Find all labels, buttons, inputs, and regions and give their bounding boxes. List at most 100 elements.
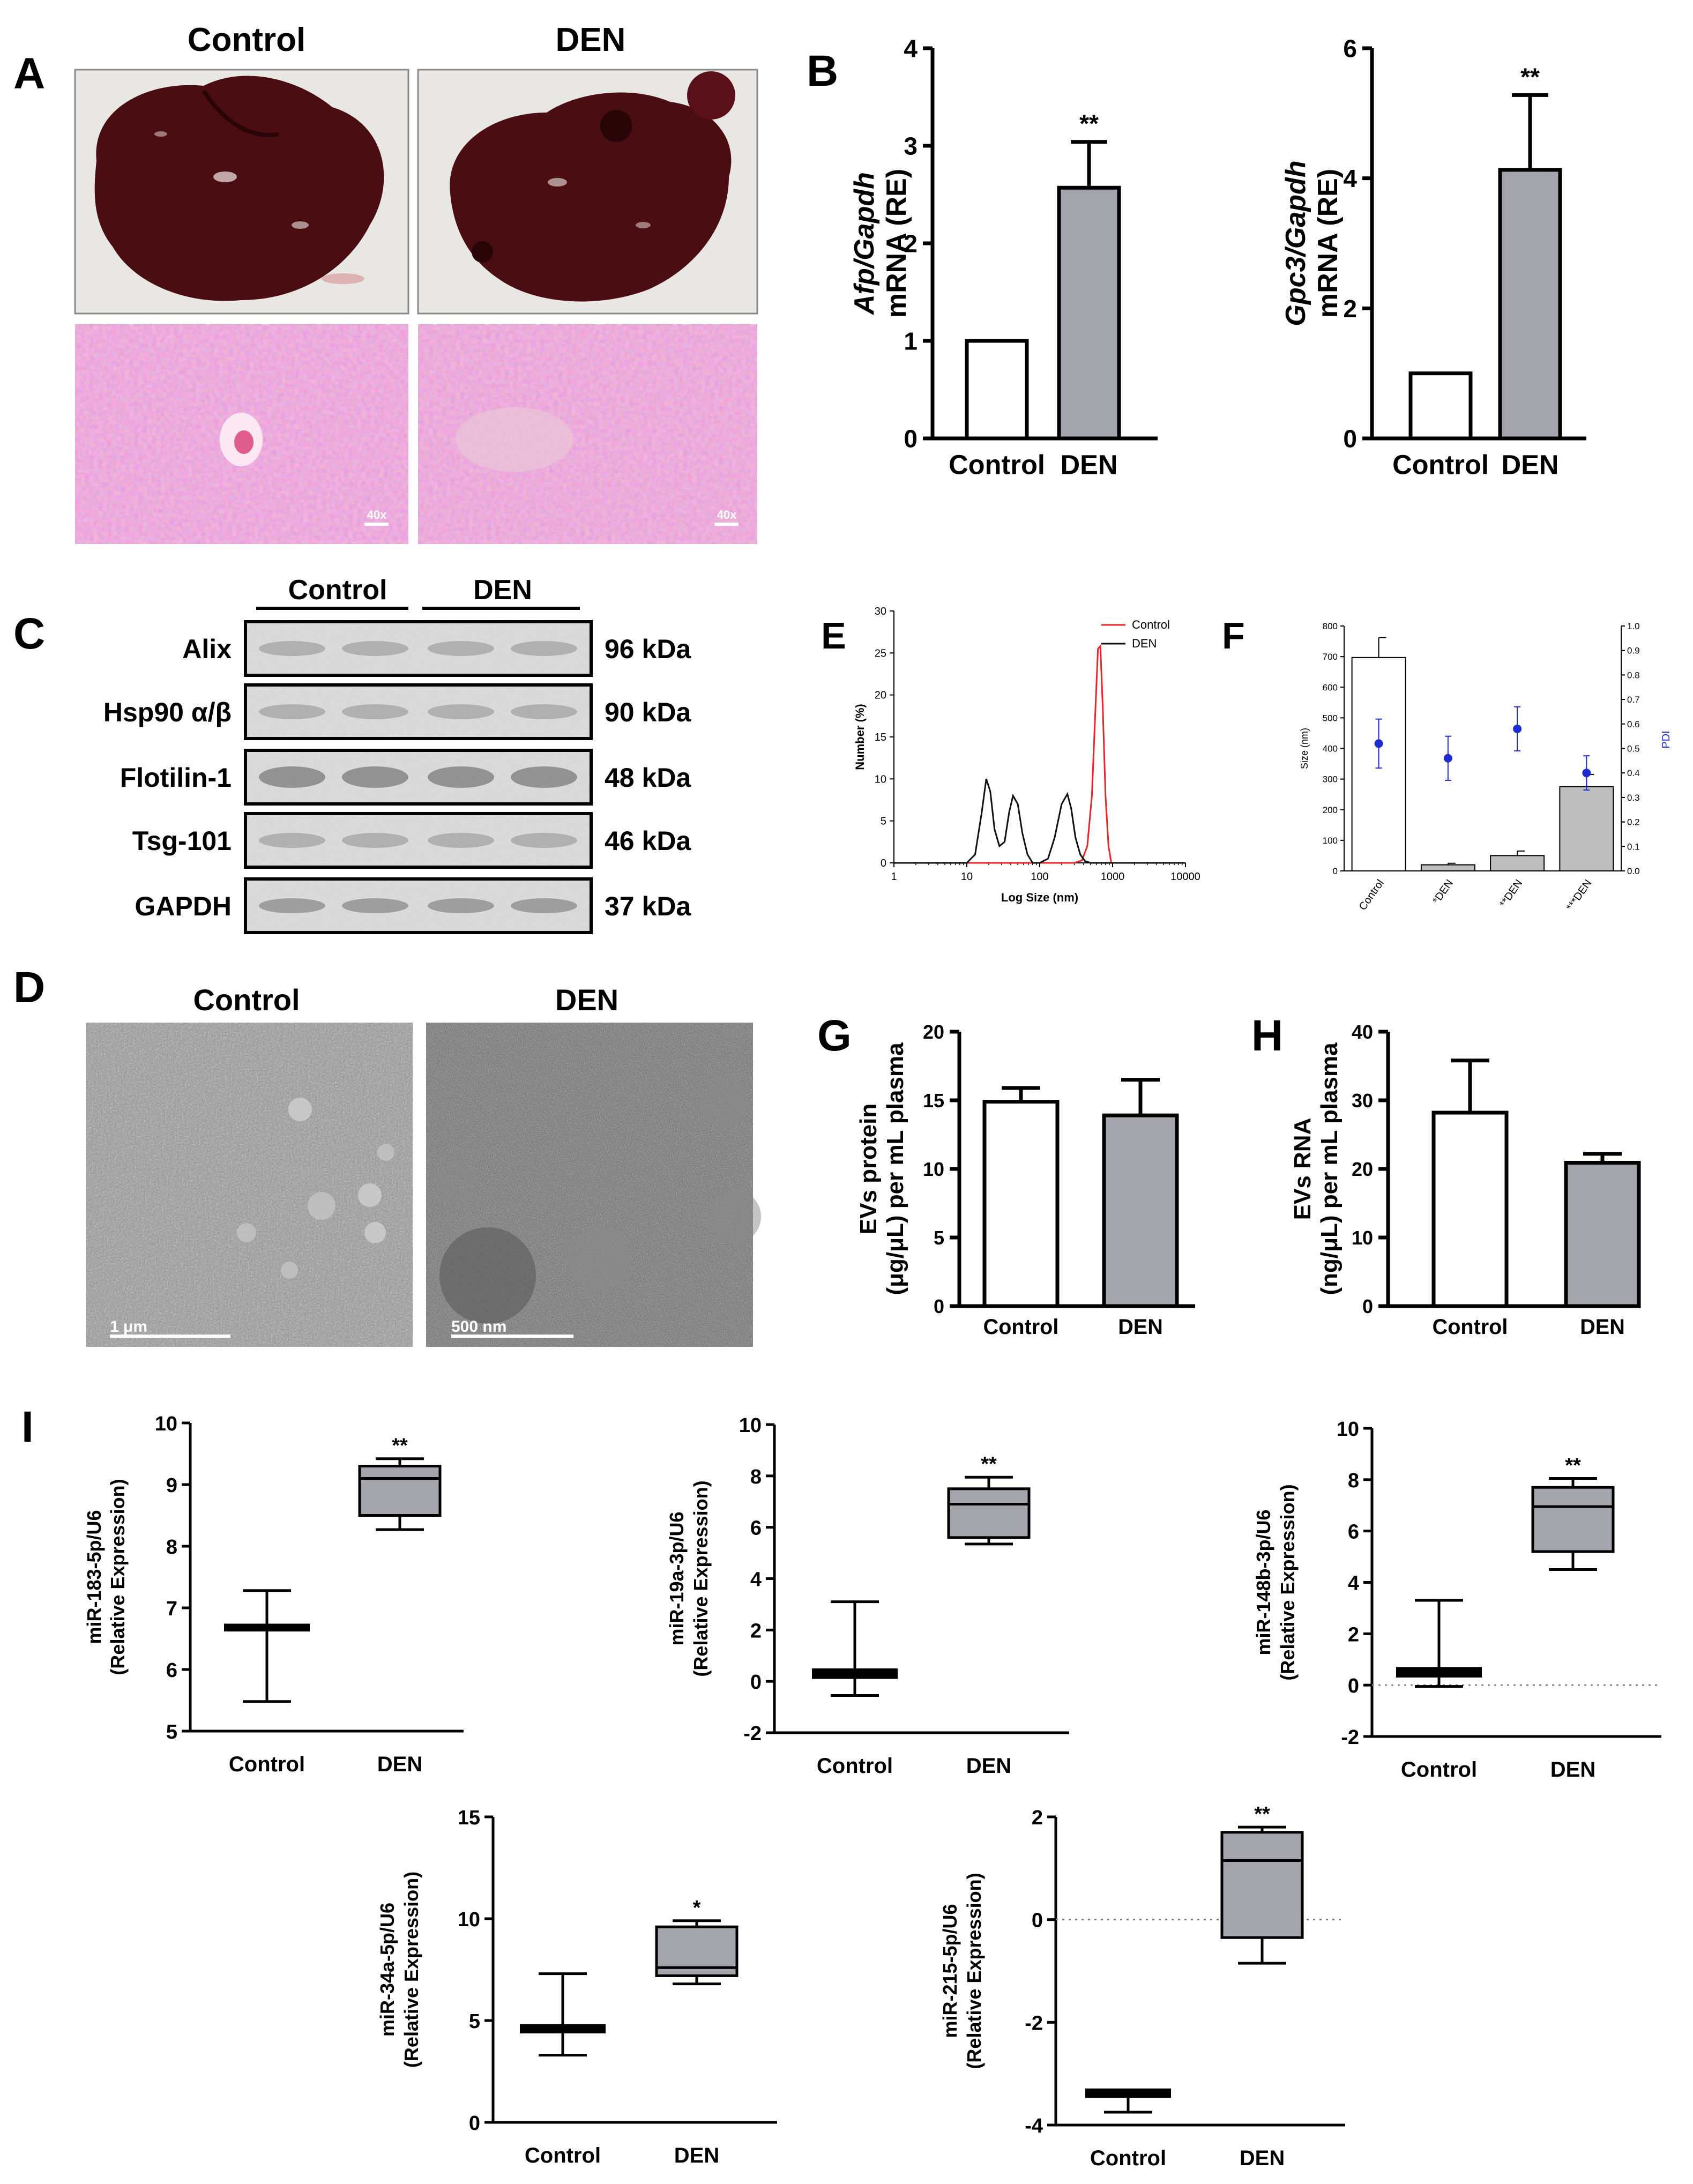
protein-band [259, 833, 325, 848]
panel-label-b: B [807, 47, 838, 95]
x-tick-label: **DEN [1497, 877, 1525, 910]
bar-size [1559, 786, 1614, 871]
series-line-control [894, 644, 1185, 864]
y-axis-label-units: (μg/μL) per mL plasma [882, 1042, 908, 1295]
y-tick-label: 2 [750, 1620, 762, 1642]
y2-tick-label: 0.9 [1627, 646, 1640, 656]
panel-h: H 0 10 20 30 40 Control DEN EVs RNA (ng/μL) per … [1251, 1011, 1641, 1339]
significance-marker: ** [981, 1453, 997, 1475]
box-den [1531, 1486, 1615, 1553]
y-tick-label: 200 [1323, 805, 1338, 815]
y-tick-label: 10 [1352, 1227, 1373, 1249]
panel-label-e: E [821, 615, 846, 657]
y-tick-label: 0 [1032, 1910, 1043, 1932]
y-tick-label: 20 [923, 1021, 944, 1043]
bar-control [965, 339, 1029, 441]
wb-den-header: DEN [473, 575, 532, 606]
pdi-point [1374, 739, 1383, 748]
significance-marker: ** [1520, 63, 1540, 91]
y-axis-label: Size (nm) [1299, 728, 1310, 769]
y-tick-label: 10 [739, 1414, 762, 1437]
x-tick-label: DEN [1550, 1758, 1595, 1782]
tem-scale-control: 1 μm [110, 1318, 147, 1336]
tem-image-den: 500 nm [426, 1023, 761, 1347]
y-tick-label: 600 [1323, 682, 1338, 692]
y-tick-label: 6 [750, 1517, 762, 1540]
panel-d: D Control DEN 1 μm 500 nm [13, 963, 761, 1347]
y-tick-label: 30 [1352, 1090, 1373, 1112]
panel-label-i: I [21, 1403, 34, 1451]
x-tick-label: ***DEN [1564, 877, 1594, 913]
x-tick-label: DEN [1061, 450, 1118, 480]
y-tick-label: 700 [1323, 652, 1338, 662]
x-tick-label: DEN [1240, 2146, 1285, 2170]
chart-b-afp: 0 1 2 3 4 Control ** DEN Afp/Gapdh mRNA (RE) [849, 35, 1158, 480]
protein-band [511, 833, 577, 848]
y-axis-label: EVs RNA [1289, 1118, 1316, 1220]
y-tick-label: 10 [923, 1158, 944, 1180]
y-tick-label: 500 [1323, 713, 1338, 723]
x-tick-label: DEN [1118, 1315, 1163, 1339]
y-tick-label: 10 [458, 1909, 480, 1931]
y-tick-label: 5 [934, 1227, 944, 1249]
y-tick-label: -4 [1025, 2115, 1043, 2137]
protein-size: 90 kDa [605, 697, 691, 727]
y-tick-label: 5 [881, 816, 886, 828]
significance-marker: ** [392, 1435, 408, 1457]
protein-band [259, 898, 325, 913]
significance-marker: * [693, 1897, 701, 1919]
protein-band [342, 898, 408, 913]
significance-marker: ** [1254, 1803, 1270, 1825]
x-tick-label: 1 [891, 871, 897, 883]
y-tick-label: 300 [1323, 774, 1338, 785]
y-axis-label: miR-34a-5p/U6 [376, 1903, 398, 2037]
y2-tick-label: 0.5 [1627, 744, 1640, 754]
y-tick-label: 0 [881, 858, 886, 869]
x-tick-label: Control [817, 1754, 893, 1778]
significance-marker: ** [1079, 110, 1099, 138]
y-tick-label: 15 [923, 1090, 944, 1112]
y-tick-label: 8 [166, 1536, 177, 1559]
y-tick-label: 5 [469, 2010, 480, 2033]
protein-size: 37 kDa [605, 891, 691, 921]
y-tick-label: 0 [1343, 425, 1357, 453]
y2-tick-label: 0.6 [1627, 719, 1640, 729]
y-axis-label-gene: Gpc3/Gapdh [1280, 160, 1311, 326]
x-tick-label: Control [983, 1315, 1059, 1339]
y-tick-label: 0 [1333, 866, 1338, 876]
protein-band [342, 833, 408, 848]
tem-scale-den: 500 nm [451, 1318, 506, 1336]
he-histology-control: 40x [75, 324, 408, 544]
y-tick-label: 6 [1348, 1521, 1359, 1544]
protein-name: GAPDH [135, 891, 232, 921]
chart-i-mir215: -4 -2 0 2 Control ** DEN miR-215-5p/U6 (Relative… [939, 1803, 1345, 2170]
panel-a-den-header: DEN [556, 21, 626, 58]
x-tick-label: Control [525, 2144, 601, 2167]
chart-h-rna: 0 10 20 30 40 Control DEN EVs RNA (ng/μL) per mL… [1289, 1021, 1641, 1339]
panel-a-control-header: Control [188, 21, 305, 58]
protein-band [259, 641, 325, 656]
x-tick-label: Control [1433, 1315, 1508, 1339]
x-tick-label: 10000 [1170, 871, 1200, 883]
y-axis-label: miR-183-5p/U6 [83, 1510, 105, 1644]
bar-den [1057, 185, 1121, 441]
protein-band [428, 833, 494, 848]
bar-control [982, 1100, 1060, 1308]
bar-den [1498, 168, 1562, 441]
y-tick-label: 0 [934, 1295, 944, 1317]
y-axis-label-gene: Afp/Gapdh [849, 172, 880, 316]
bar-size [1420, 864, 1475, 871]
protein-band [259, 766, 325, 788]
y2-tick-label: 0.3 [1627, 793, 1640, 803]
chart-i-mir148b: -2 0 2 4 6 8 10 Control ** DEN miR-148b-3p/U6 (Rela… [1252, 1418, 1661, 1782]
panel-a: A Control DEN 40 [13, 21, 758, 544]
bar-den [1102, 1113, 1179, 1308]
protein-band [511, 898, 577, 913]
y-axis-label: Number (%) [853, 704, 867, 770]
x-tick-label: 10 [961, 871, 973, 883]
panel-label-g: G [817, 1011, 852, 1060]
chart-i-mir34a: 0 5 10 15 Control * DEN miR-34a-5p/U6 (Relative … [376, 1807, 777, 2167]
